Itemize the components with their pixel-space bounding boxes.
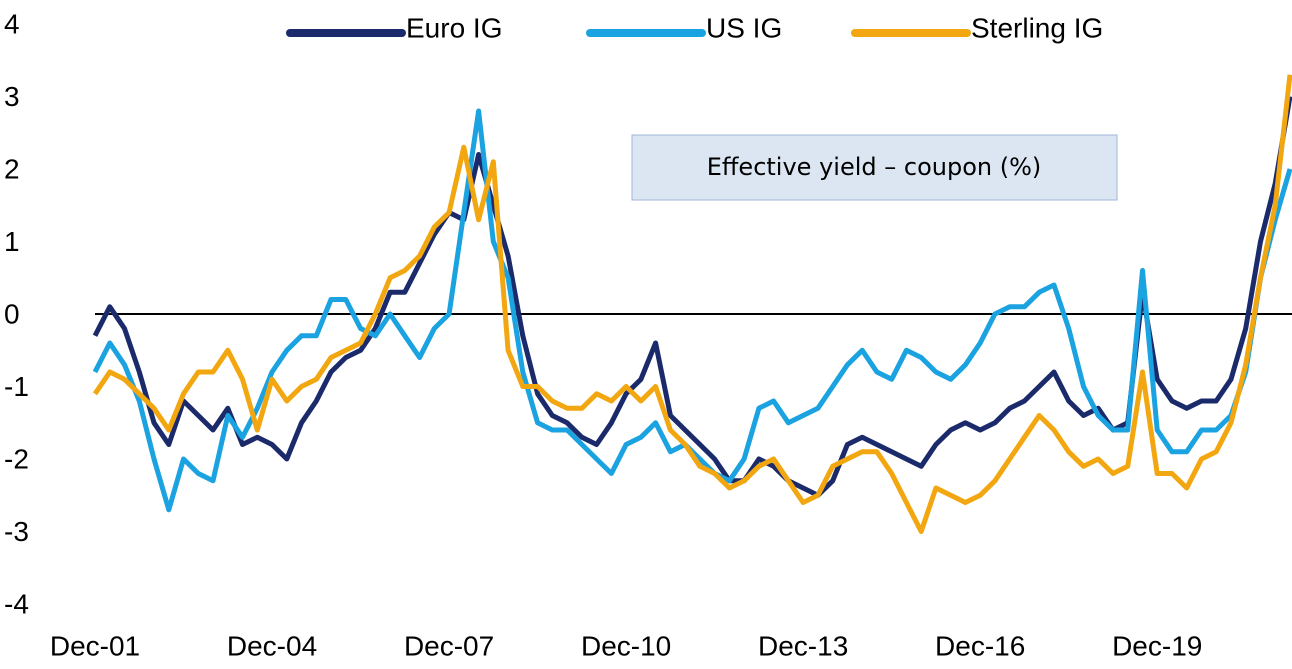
y-tick-label: -1: [4, 371, 29, 402]
series-line: [92, 96, 1292, 498]
legend-label: Euro IG: [406, 12, 502, 43]
x-tick-label: Dec-01: [50, 630, 140, 661]
y-tick-label: 1: [4, 226, 20, 257]
y-tick-label: -2: [4, 443, 29, 474]
x-tick-label: Dec-13: [758, 630, 848, 661]
legend-label: US IG: [706, 12, 782, 43]
annotation-box: [631, 134, 1118, 201]
y-tick-label: 2: [4, 153, 20, 184]
y-tick-label: -3: [4, 516, 29, 547]
x-tick-label: Dec-07: [404, 630, 494, 661]
y-tick-label: -4: [4, 588, 29, 619]
x-tick-label: Dec-16: [935, 630, 1025, 661]
y-tick-label: 0: [4, 298, 20, 329]
x-tick-label: Dec-19: [1112, 630, 1202, 661]
y-tick-label: 3: [4, 81, 20, 112]
annotation: Effective yield – coupon (%): [707, 153, 1042, 181]
x-tick-label: Dec-04: [227, 630, 317, 661]
series-line: [92, 74, 1292, 534]
x-tick-label: Dec-10: [581, 630, 671, 661]
legend-label: Sterling IG: [971, 12, 1103, 43]
y-tick-label: 4: [4, 8, 20, 39]
